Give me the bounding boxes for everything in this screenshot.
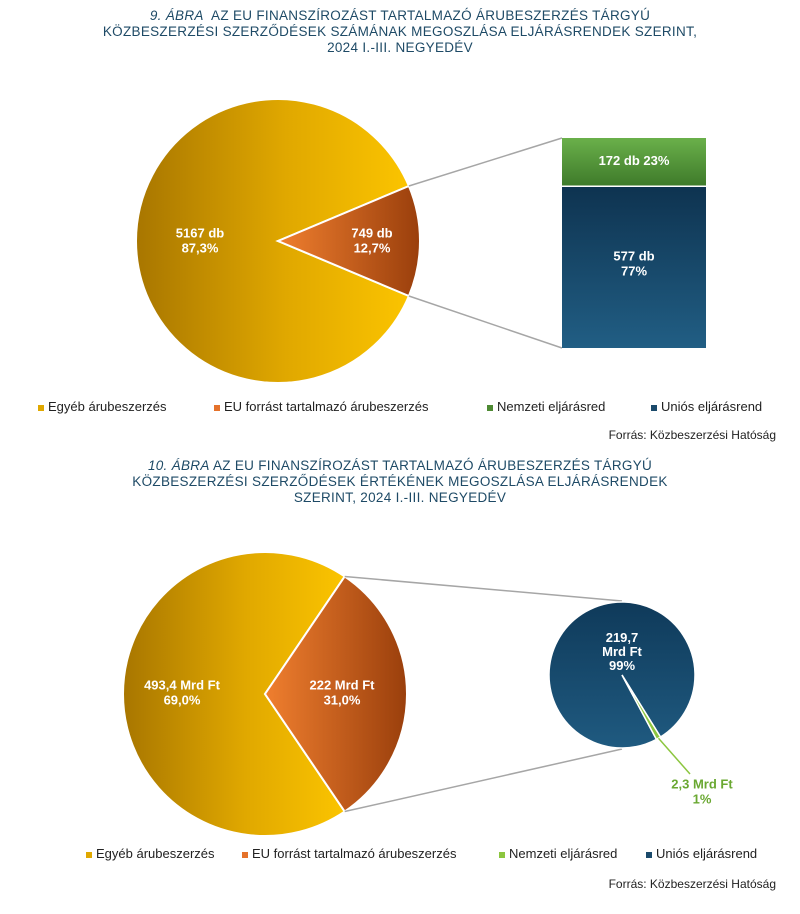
label-nemzeti-line: 1% [693,792,712,807]
chart1-title-line3: 2024 I.-III. NEGYEDÉV [327,40,473,55]
label-eu-line: 31,0% [324,693,361,708]
chart2-title-line3: SZERINT, 2024 I.-III. NEGYEDÉV [293,490,507,505]
label-eu-line: 222 Mrd Ft [309,678,375,693]
label-nemzeti-line: 172 db 23% [599,153,670,168]
label-nemzeti: 172 db 23% [599,153,670,168]
label-unios-line: 99% [609,658,635,673]
legend-swatch [38,404,44,411]
label-egyeb-line: 5167 db [176,226,224,241]
connector-line-bottom [408,295,563,349]
bar-segment-unios [562,186,706,348]
label-unios: 577 db 77% [613,249,654,279]
label-nemzeti-line: 2,3 Mrd Ft [671,777,733,792]
legend-swatch [487,404,493,411]
chart1-legend-item-unios: Uniós eljárásrend [651,399,762,414]
leader-line-nemzeti [657,737,691,775]
chart2-legend-item-egyeb: Egyéb árubeszerzés [86,846,215,861]
legend-swatch [651,404,657,411]
label-egyeb-line: 87,3% [182,241,219,256]
chart2-source: Forrás: Közbeszerzési Hatóság [608,877,776,891]
connector-line-top [408,137,563,187]
chart1-title-number: 9. ÁBRA [149,8,204,23]
legend-swatch [499,851,505,858]
label-unios-line: 77% [621,264,647,279]
legend-label: Uniós eljárásrend [661,399,763,414]
legend-label: EU forrást tartalmazó árubeszerzés [224,399,429,414]
label-egyeb: 5167 db 87,3% [176,226,224,256]
pie-slice-egyeb [122,551,347,837]
chart1-title: 9. ÁBRA AZ EU FINANSZÍROZÁST TARTALMAZÓ … [0,8,800,56]
chart1-title-line2: KÖZBESZERZÉSI SZERZŐDÉSEK SZÁMÁNAK MEGOS… [102,24,698,39]
chart1-source: Forrás: Közbeszerzési Hatóság [608,428,776,442]
connector-line-bottom [344,748,623,813]
label-nemzeti: 2,3 Mrd Ft 1% [671,777,733,807]
chart2-title-number: 10. ÁBRA [147,458,210,473]
pie-slice-eu [275,184,421,298]
chart2-title-line1: AZ EU FINANSZÍROZÁST TARTALMAZÓ ÁRUBESZE… [212,458,653,473]
label-egyeb-line: 69,0% [164,693,201,708]
legend-label: EU forrást tartalmazó árubeszerzés [252,846,457,861]
legend-label: Egyéb árubeszerzés [48,399,167,414]
chart2-title-line2: KÖZBESZERZÉSI SZERZŐDÉSEK ÉRTÉKÉNEK MEGO… [132,474,668,489]
chart2-title: 10. ÁBRA AZ EU FINANSZÍROZÁST TARTALMAZÓ… [0,458,800,506]
pie-slice-egyeb [135,98,411,384]
legend-swatch [214,404,220,411]
label-unios-line: 219,7 [606,630,639,645]
label-eu: 222 Mrd Ft 31,0% [309,678,375,708]
legend-label: Uniós eljárásrend [656,846,758,861]
label-unios-line: 577 db [613,249,654,264]
label-unios: 219,7 Mrd Ft 99% [602,630,642,673]
label-egyeb: 493,4 Mrd Ft 69,0% [144,678,221,708]
connector-line-top [344,575,623,602]
chart1-title-line1: AZ EU FINANSZÍROZÁST TARTALMAZÓ ÁRUBESZE… [211,8,651,23]
chart2-legend-item-eu: EU forrást tartalmazó árubeszerzés [242,846,456,861]
label-unios-line: Mrd Ft [602,644,642,659]
legend-swatch [242,851,248,858]
legend-label: Egyéb árubeszerzés [96,846,215,861]
label-egyeb-line: 493,4 Mrd Ft [144,678,221,693]
chart1-legend-item-nemzeti: Nemzeti eljárásred [487,399,605,414]
legend-label: Nemzeti eljárásred [497,399,606,414]
chart2-legend-item-unios: Uniós eljárásrend [646,846,757,861]
legend-label: Nemzeti eljárásred [509,846,618,861]
chart1-legend-item-egyeb: Egyéb árubeszerzés [38,399,167,414]
pie-slice-eu [263,575,408,813]
label-eu-line: 749 db [351,226,392,241]
legend-swatch [646,851,652,858]
label-eu: 749 db 12,7% [351,226,392,256]
legend-swatch [86,851,92,858]
label-eu-line: 12,7% [354,241,391,256]
chart2-legend-item-nemzeti: Nemzeti eljárásred [499,846,617,861]
sub-pie-slice-nemzeti [621,674,662,741]
chart1-legend-item-eu: EU forrást tartalmazó árubeszerzés [214,399,428,414]
bar-segment-nemzeti [562,138,706,187]
